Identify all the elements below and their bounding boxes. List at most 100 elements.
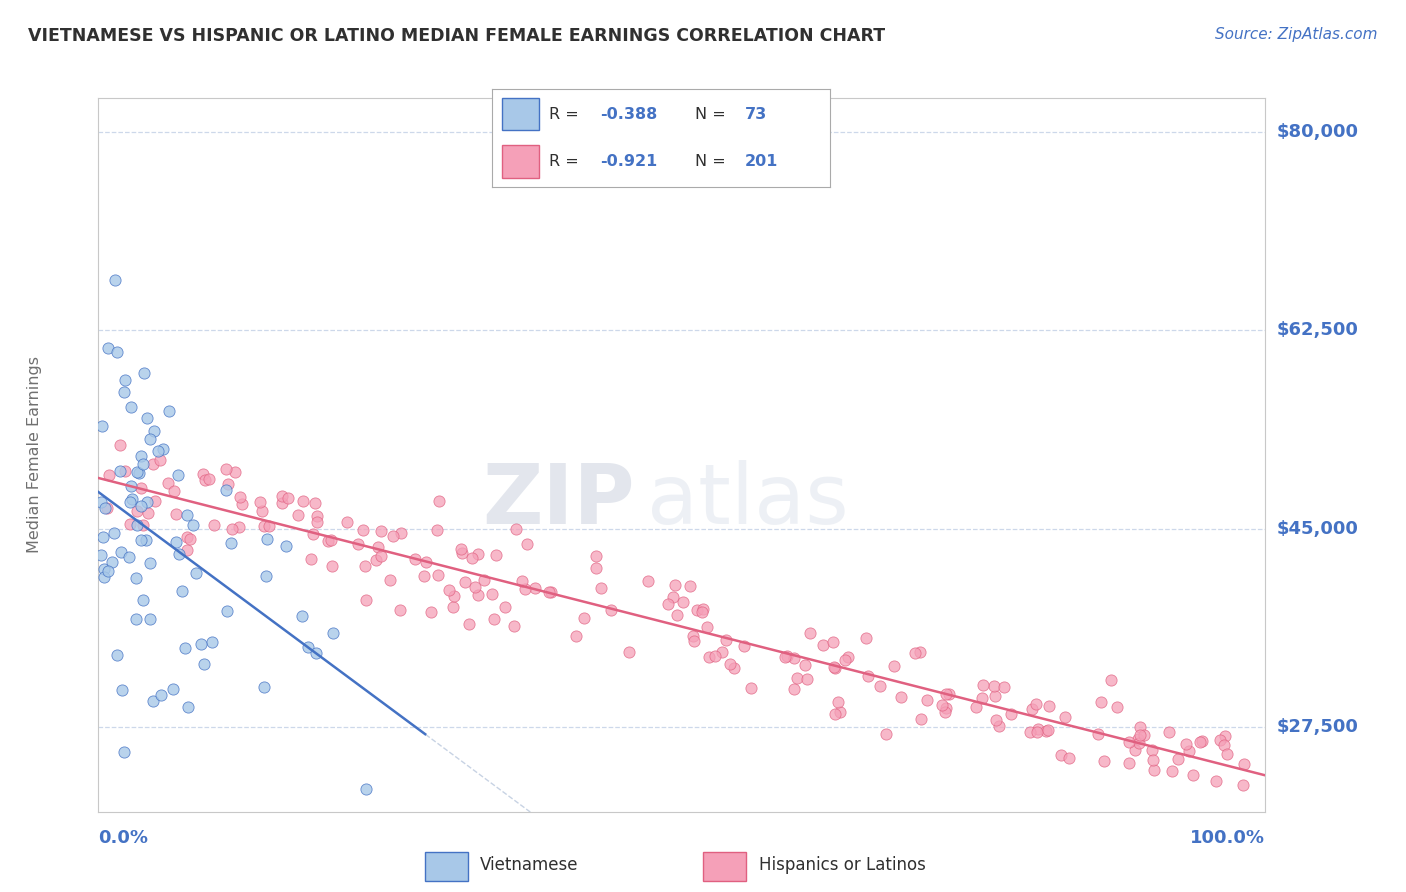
Point: [685, 603, 707, 617]
Point: [249, 495, 271, 509]
Point: [381, 528, 404, 542]
Point: [1019, 724, 1042, 739]
Point: [703, 648, 725, 663]
Point: [585, 560, 607, 574]
Point: [1143, 763, 1166, 777]
Point: [464, 580, 486, 594]
Point: [290, 608, 312, 623]
Point: [988, 718, 1011, 732]
Point: [170, 583, 193, 598]
Point: [679, 579, 702, 593]
Point: [883, 659, 905, 673]
Point: [404, 551, 426, 566]
Point: [125, 517, 148, 532]
Text: 201: 201: [745, 153, 779, 169]
Point: [503, 618, 526, 632]
Point: [441, 599, 464, 614]
Point: [197, 472, 219, 486]
Point: [683, 634, 706, 648]
Point: [908, 645, 931, 659]
Point: [1178, 744, 1201, 758]
Point: [270, 490, 292, 504]
Point: [1161, 764, 1184, 778]
Point: [540, 584, 562, 599]
Point: [723, 660, 745, 674]
Point: [105, 648, 128, 662]
Point: [110, 464, 132, 478]
FancyBboxPatch shape: [703, 852, 747, 881]
Point: [103, 526, 125, 541]
Text: atlas: atlas: [647, 459, 849, 541]
Point: [1232, 778, 1254, 792]
Point: [143, 493, 166, 508]
Text: R =: R =: [550, 107, 585, 121]
Point: [1099, 673, 1122, 688]
Point: [111, 682, 134, 697]
Point: [482, 612, 505, 626]
Point: [811, 639, 834, 653]
Point: [931, 698, 953, 712]
Text: $62,500: $62,500: [1277, 321, 1358, 339]
Point: [127, 465, 149, 479]
Point: [101, 555, 124, 569]
Point: [305, 515, 328, 529]
Point: [858, 669, 880, 683]
Point: [510, 574, 533, 589]
Point: [837, 650, 859, 665]
Point: [454, 574, 477, 589]
Point: [131, 533, 153, 547]
Point: [274, 540, 297, 554]
Point: [143, 425, 166, 439]
Point: [316, 533, 339, 548]
Point: [149, 453, 172, 467]
Text: 100.0%: 100.0%: [1191, 829, 1265, 847]
Point: [718, 657, 741, 671]
Point: [662, 590, 685, 604]
Point: [378, 573, 401, 587]
Point: [270, 496, 292, 510]
Point: [202, 518, 225, 533]
Point: [162, 682, 184, 697]
Point: [97, 341, 120, 355]
Point: [682, 629, 704, 643]
Point: [139, 612, 162, 626]
Point: [516, 537, 538, 551]
Point: [104, 273, 127, 287]
Point: [869, 679, 891, 693]
Point: [983, 679, 1005, 693]
Point: [1167, 752, 1189, 766]
Point: [321, 559, 343, 574]
Point: [890, 690, 912, 704]
Point: [157, 475, 180, 490]
Point: [201, 635, 224, 649]
Point: [796, 672, 818, 686]
Point: [253, 519, 276, 533]
Text: N =: N =: [695, 153, 731, 169]
Point: [165, 535, 187, 549]
Point: [1129, 728, 1152, 742]
Point: [176, 530, 198, 544]
Point: [782, 651, 804, 665]
Point: [193, 657, 215, 672]
Point: [112, 384, 135, 399]
Point: [112, 746, 135, 760]
Point: [120, 479, 142, 493]
Point: [1087, 727, 1109, 741]
Point: [118, 549, 141, 564]
Point: [120, 517, 142, 532]
Text: Hispanics or Latinos: Hispanics or Latinos: [759, 856, 925, 874]
Text: -0.388: -0.388: [600, 107, 658, 121]
Point: [1189, 735, 1212, 749]
Point: [793, 657, 815, 672]
Point: [1054, 709, 1077, 723]
Point: [231, 497, 253, 511]
Point: [657, 597, 679, 611]
Point: [983, 689, 1005, 703]
Point: [217, 604, 239, 618]
Point: [904, 646, 927, 660]
Point: [419, 605, 441, 619]
Point: [1050, 747, 1073, 762]
Point: [824, 660, 846, 674]
Point: [184, 566, 207, 580]
Point: [461, 551, 484, 566]
